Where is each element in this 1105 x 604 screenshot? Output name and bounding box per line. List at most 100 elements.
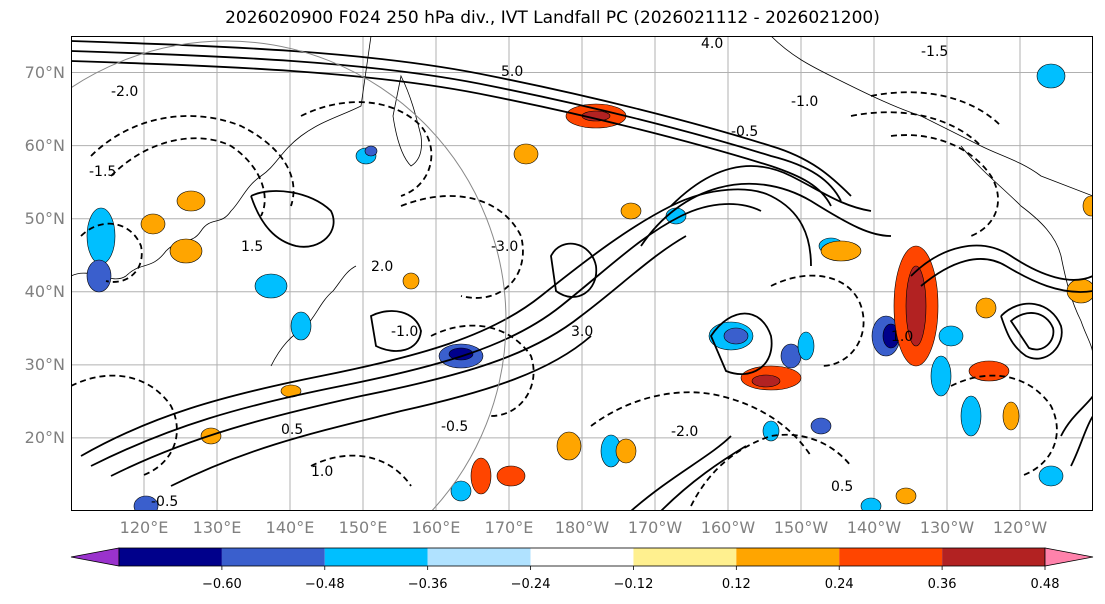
contour-labels: -2.0 -1.5 -3.0 -1.0 -0.5 0.5 1.0 1.5 2.0 3.0 4.0 5.… <box>89 36 948 510</box>
contour-label: 1.0 <box>311 464 333 480</box>
contour-label: -2.0 <box>671 424 698 440</box>
contour-label: 1.0 <box>891 329 913 345</box>
contour-dashed <box>110 137 266 217</box>
colorbar-box <box>324 548 428 566</box>
colorbar-tick-label: −0.12 <box>614 577 654 592</box>
contour-dashed <box>400 195 524 299</box>
contour-label: 3.0 <box>571 324 593 340</box>
contour-solid <box>110 235 687 477</box>
divergence-cell <box>751 374 781 388</box>
divergence-shading <box>86 63 1093 511</box>
contour-solid <box>670 165 872 212</box>
latitude-label: 20°N <box>24 427 65 447</box>
range-circle <box>71 40 507 511</box>
divergence-cell <box>513 143 539 165</box>
colorbar-box <box>736 548 840 566</box>
colorbar-box <box>633 548 737 566</box>
contour-label: -1.0 <box>391 324 418 340</box>
divergence-cell <box>140 213 166 235</box>
divergence-cell <box>450 480 472 502</box>
divergence-cell <box>820 240 862 262</box>
contour-solid <box>170 335 592 487</box>
contour-solid <box>71 50 842 202</box>
colorbar-box <box>221 548 325 566</box>
divergence-cell <box>797 331 815 361</box>
latitude-label: 30°N <box>24 354 65 374</box>
contour-solid <box>1060 395 1093 437</box>
divergence-cell <box>86 259 112 293</box>
colorbar-tick-label: 0.12 <box>722 577 751 592</box>
colorbar-tick-label: 0.48 <box>1031 577 1060 592</box>
contour-dashed <box>80 222 143 283</box>
colorbar-tick-label: −0.48 <box>305 577 345 592</box>
contour-solid <box>709 312 773 375</box>
divergence-cell <box>810 417 832 435</box>
longitude-label: 170°W <box>627 518 683 537</box>
longitude-label: 130°E <box>192 518 242 537</box>
contour-label: 1.5 <box>241 239 263 255</box>
contour-dashed <box>770 274 865 367</box>
contour-label: 4.0 <box>701 36 723 52</box>
colorbar-box <box>427 548 531 566</box>
contour-dashed <box>71 374 178 477</box>
colorbar-tick-label: −0.36 <box>408 577 448 592</box>
contour-solid <box>90 203 762 467</box>
colorbar-extend-low <box>70 547 120 567</box>
divergence-cell <box>975 297 997 319</box>
colorbar: −0.60 −0.48 −0.36 −0.24 −0.12 0.12 0.24 0.36 0.4… <box>70 547 1094 592</box>
longitude-label: 140°W <box>846 518 902 537</box>
divergence-cell <box>176 190 206 212</box>
latitude-label: 70°N <box>24 62 65 82</box>
divergence-cell <box>723 327 749 345</box>
contour-label: -3.0 <box>491 239 518 255</box>
divergence-cell <box>860 497 882 511</box>
divergence-cell <box>1036 63 1066 89</box>
divergence-cell <box>1038 465 1064 487</box>
divergence-cell <box>615 438 637 464</box>
divergence-cell <box>169 238 203 264</box>
coastline-japan <box>270 265 357 367</box>
map-title: 2026020900 F024 250 hPa div., IVT Landfa… <box>225 8 880 28</box>
contour-solid <box>370 310 422 352</box>
contour-solid <box>910 244 1093 281</box>
divergence-cell <box>930 355 952 397</box>
divergence-cell <box>364 145 378 157</box>
contour-dashed <box>90 115 295 207</box>
contour-label: -0.5 <box>731 124 758 140</box>
colorbar-tick-label: 0.24 <box>825 577 854 592</box>
contour-solid <box>1070 415 1093 467</box>
contour-label: -1.5 <box>921 44 948 60</box>
contour-dashed <box>950 374 1058 477</box>
coastline-asia <box>71 36 372 280</box>
coastline-north-america <box>960 145 1093 357</box>
colorbar-tick-label: 0.36 <box>928 577 957 592</box>
colorbar-box <box>839 548 943 566</box>
latitude-label: 60°N <box>24 135 65 155</box>
colorbar-tick-label: −0.24 <box>511 577 551 592</box>
divergence-cell <box>960 395 982 437</box>
colorbar-ticks: −0.60 −0.48 −0.36 −0.24 −0.12 0.12 0.24 0.36 0.4… <box>202 566 1060 592</box>
divergence-cell <box>1082 195 1093 217</box>
longitude-label: 120°W <box>992 518 1048 537</box>
contour-dashed <box>430 324 535 417</box>
longitude-label: 180°W <box>554 518 610 537</box>
colorbar-box <box>942 548 1045 566</box>
coastline-alaska <box>770 36 1093 197</box>
contour-solid <box>71 60 832 207</box>
contour-label: -1.0 <box>791 94 818 110</box>
contour-dashed <box>310 454 412 487</box>
longitude-label: 140°E <box>265 518 315 537</box>
contour-label: -0.5 <box>151 494 178 510</box>
contour-label: 0.5 <box>281 422 303 438</box>
contour-solid <box>71 40 852 197</box>
divergence-cell <box>448 347 474 361</box>
longitude-label: 170°E <box>484 518 534 537</box>
contour-solid <box>1009 312 1055 351</box>
contour-solid <box>1000 302 1063 360</box>
contour-dashed <box>690 433 852 507</box>
coastline-kamchatka <box>392 74 422 167</box>
contour-label: 5.0 <box>501 64 523 80</box>
contour-label: 0.5 <box>831 479 853 495</box>
contour-label: -1.5 <box>89 164 116 180</box>
divergence-cell <box>254 273 288 299</box>
